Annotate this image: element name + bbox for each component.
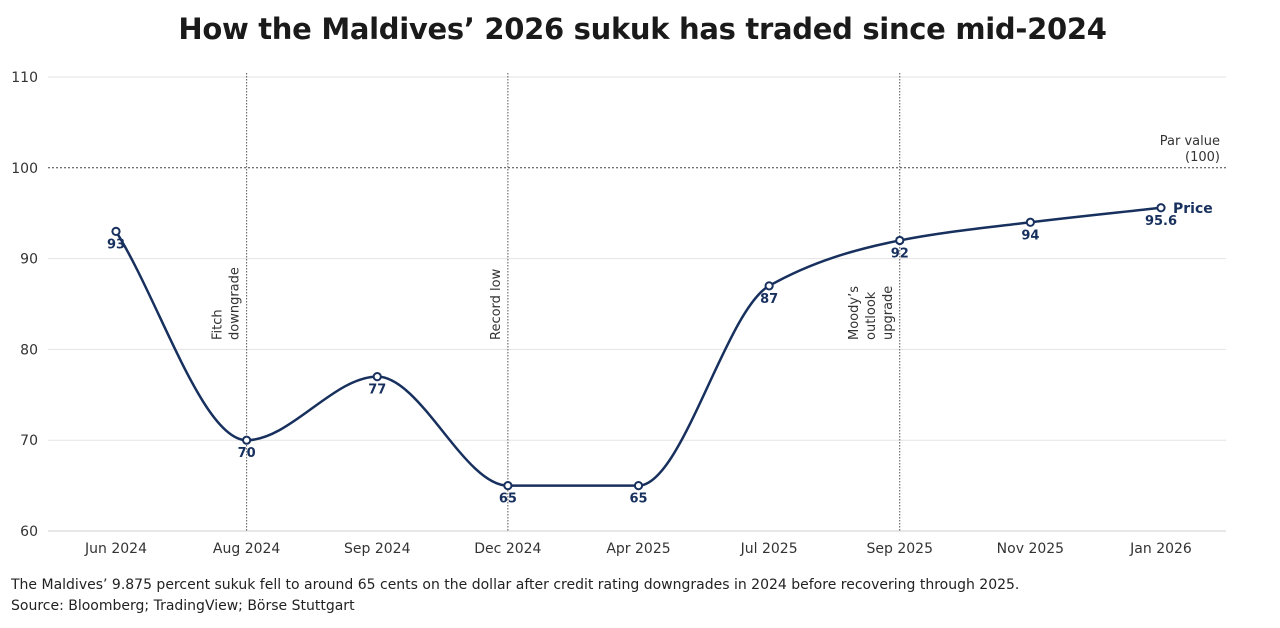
price-point [1156, 203, 1166, 213]
x-tick-label: Aug 2024 [213, 541, 281, 557]
y-tick-label: 90 [20, 252, 38, 268]
x-tick-label: Jan 2026 [1129, 541, 1192, 557]
price-point [764, 281, 774, 291]
x-tick-label: Sep 2024 [344, 541, 411, 557]
price-point [372, 372, 382, 382]
y-tick-label: 60 [20, 524, 38, 540]
price-data-label: 65 [499, 492, 517, 507]
y-tick-label: 110 [11, 70, 38, 86]
par-value-label: (100) [1185, 150, 1220, 165]
price-point [895, 235, 905, 246]
event-label: Fitch [211, 309, 226, 340]
price-data-label: 70 [238, 446, 256, 461]
price-point [1025, 217, 1035, 227]
event-label: upgrade [881, 286, 896, 340]
par-value-label: Par value [1160, 134, 1220, 149]
price-data-label: 92 [891, 246, 909, 261]
price-point [111, 226, 121, 236]
chart-title: How the Maldives’ 2026 sukuk has traded … [178, 12, 1107, 46]
price-point [242, 435, 252, 445]
y-tick-label: 80 [20, 342, 38, 358]
price-data-label: 95.6 [1145, 214, 1177, 229]
price-data-label: 65 [629, 492, 647, 507]
event-label: Record low [489, 268, 504, 340]
x-tick-label: Sep 2025 [867, 541, 933, 557]
x-tick-label: Dec 2024 [474, 541, 541, 557]
caption-source: Source: Bloomberg; TradingView; Börse St… [11, 598, 355, 614]
x-tick-label: Jun 2024 [84, 541, 147, 557]
event-label: outlook [864, 291, 879, 340]
event-label: downgrade [228, 267, 243, 340]
y-tick-label: 100 [11, 161, 38, 177]
price-point [503, 481, 513, 491]
price-data-label: 77 [368, 383, 386, 398]
price-data-label: 94 [1021, 228, 1039, 243]
x-tick-label: Jul 2025 [740, 541, 798, 557]
price-data-label: 87 [760, 292, 778, 307]
series-label-price: Price [1173, 201, 1213, 217]
price-series-line [114, 206, 1162, 487]
x-tick-label: Nov 2025 [997, 541, 1064, 557]
caption-note: The Maldives’ 9.875 percent sukuk fell t… [11, 577, 1020, 593]
y-tick-label: 70 [20, 433, 38, 449]
price-data-label: 93 [107, 237, 125, 252]
x-tick-label: Apr 2025 [606, 541, 670, 557]
event-label: Moody’s [847, 286, 862, 340]
price-point [633, 481, 644, 491]
